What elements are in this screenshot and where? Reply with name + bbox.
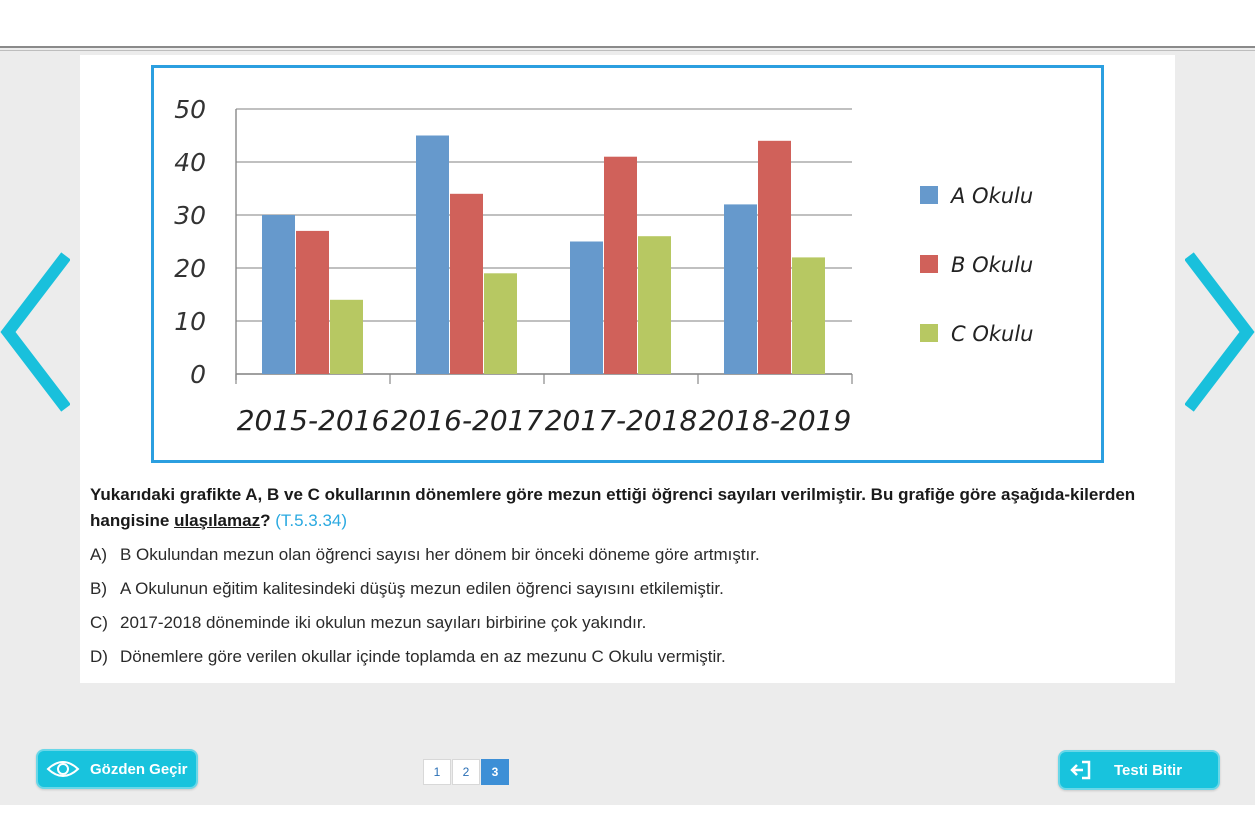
option-b[interactable]: B) A Okulunun eğitim kalitesindeki düşüş… — [90, 579, 1140, 599]
bar-a-okulu — [416, 135, 449, 374]
x-tick-label: 2017-2018 — [545, 404, 698, 437]
x-tick-label: 2015-2016 — [237, 404, 390, 437]
y-tick-label: 0 — [190, 360, 206, 389]
option-text: 2017-2018 döneminde iki okulun mezun say… — [120, 613, 647, 632]
eye-icon — [46, 761, 80, 777]
bar-c-okulu — [330, 299, 363, 374]
bottom-band — [0, 805, 1255, 820]
legend-swatch — [920, 255, 938, 273]
pagination: 1 2 3 — [423, 759, 509, 785]
page-3-active[interactable]: 3 — [481, 759, 509, 785]
option-a[interactable]: A) B Okulundan mezun olan öğrenci sayısı… — [90, 545, 1140, 565]
y-tick-label: 40 — [174, 148, 206, 177]
bar-b-okulu — [296, 230, 329, 374]
page-2[interactable]: 2 — [452, 759, 480, 785]
option-letter: B) — [90, 579, 107, 598]
y-tick-label: 20 — [174, 254, 206, 283]
option-text: A Okulunun eğitim kalitesindeki düşüş me… — [120, 579, 724, 598]
chevron-left-icon[interactable] — [0, 250, 70, 414]
bar-c-okulu — [484, 273, 517, 374]
question-code: (T.5.3.34) — [275, 511, 348, 530]
legend-swatch — [920, 324, 938, 342]
review-button[interactable]: Gözden Geçir — [36, 749, 198, 789]
bar-b-okulu — [758, 140, 791, 374]
option-text: B Okulundan mezun olan öğrenci sayısı he… — [120, 545, 760, 564]
y-tick-label: 10 — [174, 307, 206, 336]
chart-frame: 0 10 20 30 40 50 2015-2016 2016-2017 2017-2018 20… — [151, 65, 1104, 463]
question-text: Yukarıdaki grafikte A, B ve C okullarını… — [90, 482, 1170, 534]
option-d[interactable]: D) Dönemlere göre verilen okullar içinde… — [90, 647, 1140, 667]
legend-label: A Okulu — [949, 184, 1033, 208]
legend-label: C Okulu — [951, 322, 1033, 346]
bar-c-okulu — [638, 236, 671, 374]
option-letter: A) — [90, 545, 107, 564]
x-tick-label: 2018-2019 — [699, 404, 852, 437]
legend-label: B Okulu — [951, 253, 1033, 277]
bar-a-okulu — [724, 204, 757, 374]
option-c[interactable]: C) 2017-2018 döneminde iki okulun mezun … — [90, 613, 1140, 633]
page-1[interactable]: 1 — [423, 759, 451, 785]
top-bar — [0, 0, 1255, 51]
option-letter: D) — [90, 647, 108, 666]
legend-swatch — [920, 186, 938, 204]
y-tick-label: 50 — [174, 95, 206, 124]
question-keyword: ulaşılamaz — [174, 511, 261, 530]
bar-c-okulu — [792, 257, 825, 374]
review-label: Gözden Geçir — [90, 760, 188, 778]
bar-a-okulu — [570, 241, 603, 374]
y-tick-label: 30 — [174, 201, 206, 230]
bar-a-okulu — [262, 215, 295, 374]
question-card: 0 10 20 30 40 50 2015-2016 2016-2017 2017-2018 20… — [80, 55, 1175, 683]
finish-test-button[interactable]: Testi Bitir — [1058, 750, 1220, 790]
x-tick-label: 2016-2017 — [391, 404, 544, 437]
option-text: Dönemlere göre verilen okullar içinde to… — [120, 647, 726, 666]
bar-b-okulu — [450, 193, 483, 374]
question-mark: ? — [260, 511, 271, 530]
option-letter: C) — [90, 613, 108, 632]
question-body: Yukarıdaki grafikte A, B ve C okullarını… — [90, 485, 1136, 530]
bar-chart: 0 10 20 30 40 50 2015-2016 2016-2017 2017-2018 20… — [174, 95, 1033, 437]
bar-b-okulu — [604, 156, 637, 374]
finish-label: Testi Bitir — [1114, 761, 1183, 779]
chevron-right-icon[interactable] — [1185, 250, 1255, 414]
exit-icon — [1070, 760, 1091, 780]
